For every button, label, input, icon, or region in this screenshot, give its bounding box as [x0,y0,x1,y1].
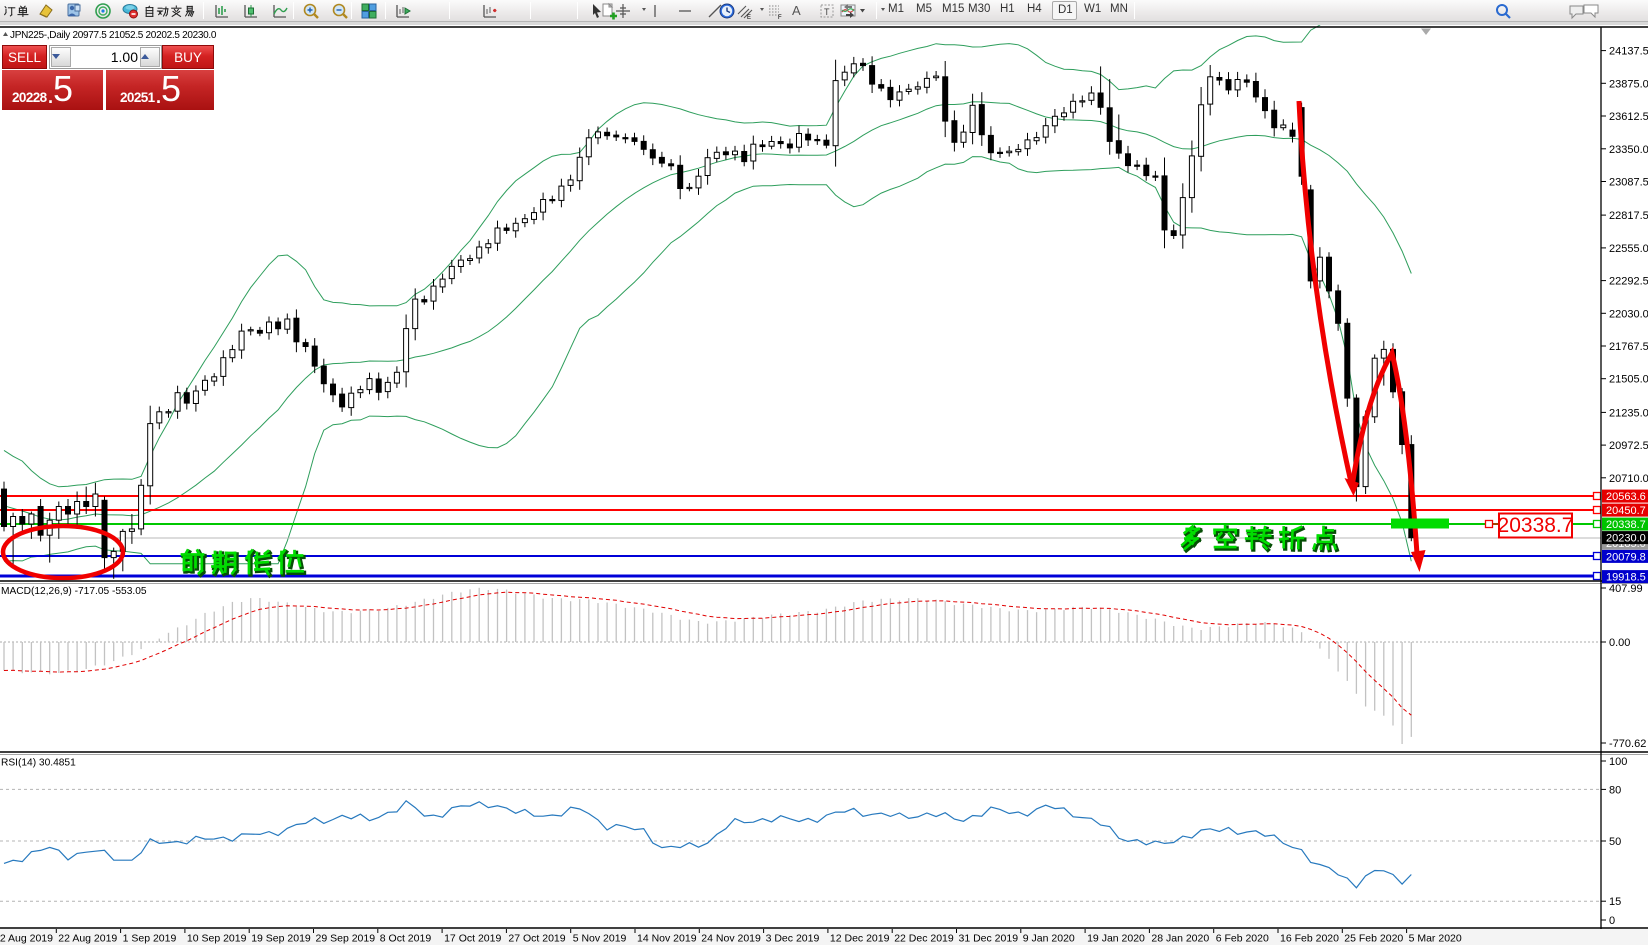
svg-text:JPN225-,Daily 20977.5 21052.5: JPN225-,Daily 20977.5 21052.5 20202.5 20… [10,30,217,41]
svg-text:20972.5: 20972.5 [1609,440,1648,452]
svg-text:23875.0: 23875.0 [1609,78,1648,90]
svg-text:407.99: 407.99 [1609,583,1643,595]
svg-text:20710.0: 20710.0 [1609,473,1648,485]
svg-text:21767.5: 21767.5 [1609,341,1648,353]
svg-text:17 Oct 2019: 17 Oct 2019 [444,933,501,945]
svg-text:RSI(14) 30.4851: RSI(14) 30.4851 [1,758,76,769]
svg-text:12 Dec 2019: 12 Dec 2019 [830,933,890,945]
svg-text:22817.5: 22817.5 [1609,210,1648,222]
svg-text:21235.0: 21235.0 [1609,407,1648,419]
svg-text:21505.0: 21505.0 [1609,374,1648,386]
svg-text:14 Nov 2019: 14 Nov 2019 [637,933,697,945]
svg-text:3 Dec 2019: 3 Dec 2019 [766,933,820,945]
svg-text:19918.5: 19918.5 [1606,572,1646,584]
svg-text:F: F [778,15,782,20]
svg-text:MACD(12,26,9) -717.05 -553.05: MACD(12,26,9) -717.05 -553.05 [1,586,147,597]
svg-text:80: 80 [1609,784,1621,796]
svg-text:T: T [824,7,830,17]
svg-text:16 Feb 2020: 16 Feb 2020 [1280,933,1339,945]
svg-text:23350.0: 23350.0 [1609,144,1648,156]
svg-text:9 Jan 2020: 9 Jan 2020 [1023,933,1075,945]
svg-text:22 Dec 2019: 22 Dec 2019 [894,933,954,945]
svg-text:29 Sep 2019: 29 Sep 2019 [316,933,376,945]
svg-text:20338.7: 20338.7 [1606,519,1646,531]
svg-text:22030.0: 22030.0 [1609,308,1648,320]
svg-text:1 Sep 2019: 1 Sep 2019 [123,933,177,945]
svg-text:20079.8: 20079.8 [1606,551,1646,563]
svg-text:20450.7: 20450.7 [1606,505,1646,517]
svg-text:100: 100 [1609,756,1627,768]
svg-text:12 Aug 2019: 12 Aug 2019 [0,933,53,945]
svg-text:0.00: 0.00 [1609,637,1630,649]
svg-text:22 Aug 2019: 22 Aug 2019 [58,933,117,945]
svg-text:15: 15 [1609,896,1621,908]
svg-text:5 Nov 2019: 5 Nov 2019 [573,933,627,945]
svg-text:23612.5: 23612.5 [1609,111,1648,123]
svg-text:28 Jan 2020: 28 Jan 2020 [1151,933,1209,945]
svg-text:10 Sep 2019: 10 Sep 2019 [187,933,247,945]
svg-text:24 Nov 2019: 24 Nov 2019 [701,933,761,945]
svg-text:-770.62: -770.62 [1609,738,1646,750]
svg-text:27 Oct 2019: 27 Oct 2019 [508,933,565,945]
svg-text:19 Sep 2019: 19 Sep 2019 [251,933,311,945]
svg-text:22555.0: 22555.0 [1609,243,1648,255]
svg-text:E: E [747,15,751,20]
svg-text:5 Mar 2020: 5 Mar 2020 [1409,933,1462,945]
svg-text:0: 0 [1609,915,1615,927]
svg-text:25 Feb 2020: 25 Feb 2020 [1344,933,1403,945]
svg-text:24137.5: 24137.5 [1609,46,1648,58]
svg-text:19 Jan 2020: 19 Jan 2020 [1087,933,1145,945]
svg-text:22292.5: 22292.5 [1609,276,1648,288]
svg-text:6 Feb 2020: 6 Feb 2020 [1216,933,1269,945]
svg-text:20563.6: 20563.6 [1606,491,1646,503]
svg-text:8 Oct 2019: 8 Oct 2019 [380,933,432,945]
svg-text:20338.7: 20338.7 [1498,514,1574,537]
svg-text:31 Dec 2019: 31 Dec 2019 [959,933,1019,945]
svg-text:50: 50 [1609,836,1621,848]
svg-text:23087.5: 23087.5 [1609,177,1648,189]
svg-text:20230.0: 20230.0 [1606,533,1646,545]
